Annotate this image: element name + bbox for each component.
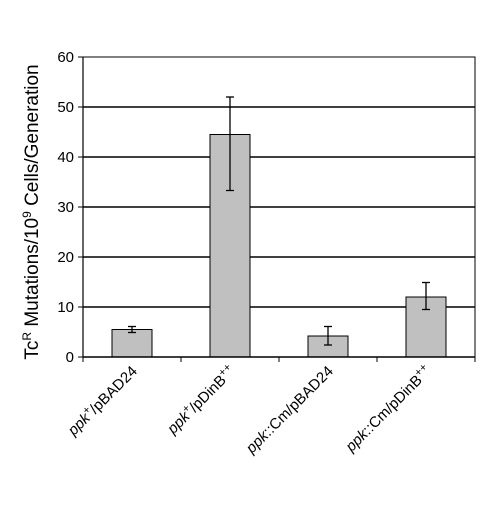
y-tick-label-20: 20 xyxy=(57,249,74,266)
y-label-prefix-sup: R xyxy=(20,332,34,341)
y-label-suffix: Cells/Generation xyxy=(22,64,43,211)
y-tick-label-10: 10 xyxy=(57,299,74,316)
x-category-label-3: ppk::Cm/pBAD24 xyxy=(242,363,337,458)
x-category-label-2: ppk+/pDinB++ xyxy=(162,361,239,438)
bar-1 xyxy=(111,329,153,358)
category-rest: ::Cm/pBAD24 xyxy=(260,363,337,440)
error-bars xyxy=(128,96,430,346)
y-tick-label-40: 40 xyxy=(57,149,74,166)
y-label-middle-sup: 9 xyxy=(20,211,34,218)
error-bar-3 xyxy=(324,325,332,346)
x-category-label-1: ppk+/pBAD24 xyxy=(63,361,141,439)
error-bar-1 xyxy=(128,325,136,334)
y-label-middle: Mutations/10 xyxy=(22,218,43,332)
category-rest: /pBAD24 xyxy=(86,363,140,417)
category-rest: ::Cm/pDinB xyxy=(359,372,425,438)
y-tick-label-0: 0 xyxy=(66,349,74,366)
error-bar-2 xyxy=(226,96,234,192)
error-bar-4 xyxy=(422,281,430,311)
y-label-prefix: Tc xyxy=(22,341,43,360)
axes xyxy=(78,56,476,362)
y-tick-label-30: 30 xyxy=(57,199,74,216)
y-tick-label-60: 60 xyxy=(57,49,74,66)
bars xyxy=(111,134,447,358)
y-tick-label-50: 50 xyxy=(57,99,74,116)
y-axis-label: TcR Mutations/109 Cells/Generation xyxy=(20,64,43,359)
x-category-labels: ppk+/pBAD24 ppk+/pDinB++ppk::Cm/pBAD24ppk… xyxy=(63,361,435,458)
y-tick-labels: 0 10 20 30 40 50 60 xyxy=(57,49,74,366)
x-category-label-4: ppk::Cm/pDinB++ xyxy=(340,361,435,456)
